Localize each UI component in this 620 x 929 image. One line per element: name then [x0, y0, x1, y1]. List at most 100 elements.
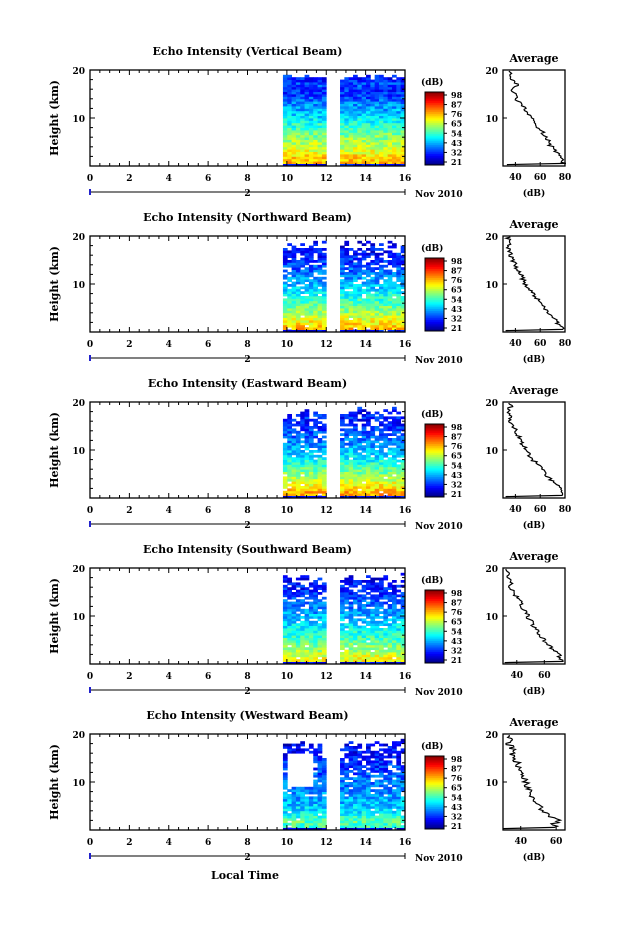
heatmap-cell — [400, 661, 406, 665]
heatmap-cell — [348, 575, 354, 578]
heatmap-cell — [357, 106, 363, 109]
heatmap-cell — [321, 495, 327, 499]
heatmap-cell — [396, 794, 402, 797]
heatmap-cell — [348, 286, 354, 290]
heatmap-cell — [300, 262, 305, 266]
heatmap-cell — [287, 632, 292, 636]
heatmap-cell — [366, 466, 371, 470]
heatmap-cell — [308, 623, 314, 626]
heatmap-cell — [317, 430, 323, 434]
heatmap-cell — [287, 82, 292, 85]
heatmap-cell — [392, 801, 397, 804]
heatmap-cell — [396, 310, 402, 314]
colorbar-segment — [425, 639, 444, 642]
heatmap-cell — [396, 813, 402, 816]
heatmap-cell — [317, 746, 323, 749]
heatmap-cell — [308, 418, 314, 422]
heatmap-cell — [348, 279, 354, 282]
heatmap-cell — [348, 125, 354, 128]
heatmap-cell — [300, 120, 305, 124]
heatmap-cell — [353, 317, 358, 321]
colorbar-segment — [425, 327, 444, 330]
heatmap-cell — [313, 324, 318, 328]
heatmap-cell — [400, 142, 406, 145]
heatmap-cell — [295, 822, 301, 826]
heatmap-cell — [353, 796, 358, 800]
heatmap-cell — [313, 459, 318, 463]
heatmap-cell — [357, 777, 363, 780]
heatmap-cell — [287, 827, 292, 831]
heatmap-cell — [353, 250, 358, 254]
heatmap-cell — [353, 82, 358, 85]
heatmap-cell — [291, 490, 297, 494]
heatmap-cell — [308, 582, 314, 586]
heatmap-cell — [344, 798, 350, 802]
colorbar-segment — [425, 491, 444, 494]
heatmap-cell — [383, 288, 389, 292]
heatmap-cell — [370, 820, 376, 824]
heatmap-cell — [313, 495, 318, 499]
heatmap-cell — [366, 293, 371, 297]
heatmap-cell — [287, 801, 292, 804]
heatmap-cell — [370, 767, 376, 771]
colorbar-segment — [425, 657, 444, 660]
heatmap-cell — [300, 154, 305, 157]
heatmap-cell — [344, 305, 350, 309]
colorbar-segment — [425, 478, 444, 482]
heatmap-cell — [317, 488, 323, 492]
heatmap-cell — [344, 616, 350, 619]
heatmap-cell — [366, 322, 371, 326]
heatmap-cell — [400, 161, 406, 164]
heatmap-cell — [400, 305, 406, 309]
heatmap-cell — [348, 649, 354, 653]
heatmap-cell — [383, 416, 389, 420]
heatmap-cell — [383, 324, 389, 328]
heatmap-cell — [379, 601, 384, 605]
heatmap-cell — [383, 279, 389, 282]
heatmap-cell — [291, 786, 297, 790]
heatmap-cell — [340, 469, 345, 472]
heatmap-cell — [313, 483, 318, 487]
heatmap-cell — [383, 146, 389, 150]
heatmap-cell — [353, 96, 358, 100]
heatmap-cell — [383, 433, 389, 436]
heatmap-cell — [291, 440, 297, 444]
heatmap-cell — [304, 284, 310, 287]
heatmap-cell — [291, 158, 297, 162]
heatmap-cell — [392, 471, 397, 475]
heatmap-cell — [387, 130, 393, 133]
heatmap-cell — [308, 637, 314, 641]
heatmap-cell — [383, 101, 389, 104]
heatmap-cell — [308, 628, 314, 631]
average-y-tick-label: 20 — [485, 565, 498, 575]
heatmap-cell — [400, 82, 406, 85]
heatmap-cell — [348, 310, 354, 314]
heatmap-cell — [387, 474, 393, 477]
heatmap-cell — [313, 806, 318, 809]
heatmap-cell — [392, 300, 397, 304]
heatmap-cell — [291, 303, 297, 306]
heatmap-cell — [308, 613, 314, 617]
heatmap-cell — [387, 635, 393, 638]
heatmap-cell — [400, 139, 406, 143]
colorbar-segment — [425, 630, 444, 633]
heatmap-cell — [348, 488, 354, 492]
heatmap-cell — [313, 630, 318, 634]
heatmap-cell — [344, 813, 350, 816]
colorbar-segment — [425, 265, 444, 268]
heatmap-cell — [295, 130, 301, 133]
heatmap-cell — [396, 267, 402, 270]
heatmap-cell — [340, 630, 345, 634]
heatmap-cell — [291, 300, 297, 304]
heatmap-cell — [287, 625, 292, 629]
heatmap-cell — [370, 118, 376, 121]
heatmap-cell — [300, 144, 305, 148]
colorbar-segment — [425, 132, 444, 135]
heatmap-cell — [317, 469, 323, 472]
heatmap-cell — [344, 151, 350, 155]
heatmap-cell — [370, 486, 376, 489]
colorbar-frame — [424, 91, 445, 166]
heatmap-cell — [387, 760, 393, 764]
heatmap-cell — [366, 163, 371, 167]
heatmap-cell — [361, 154, 367, 157]
